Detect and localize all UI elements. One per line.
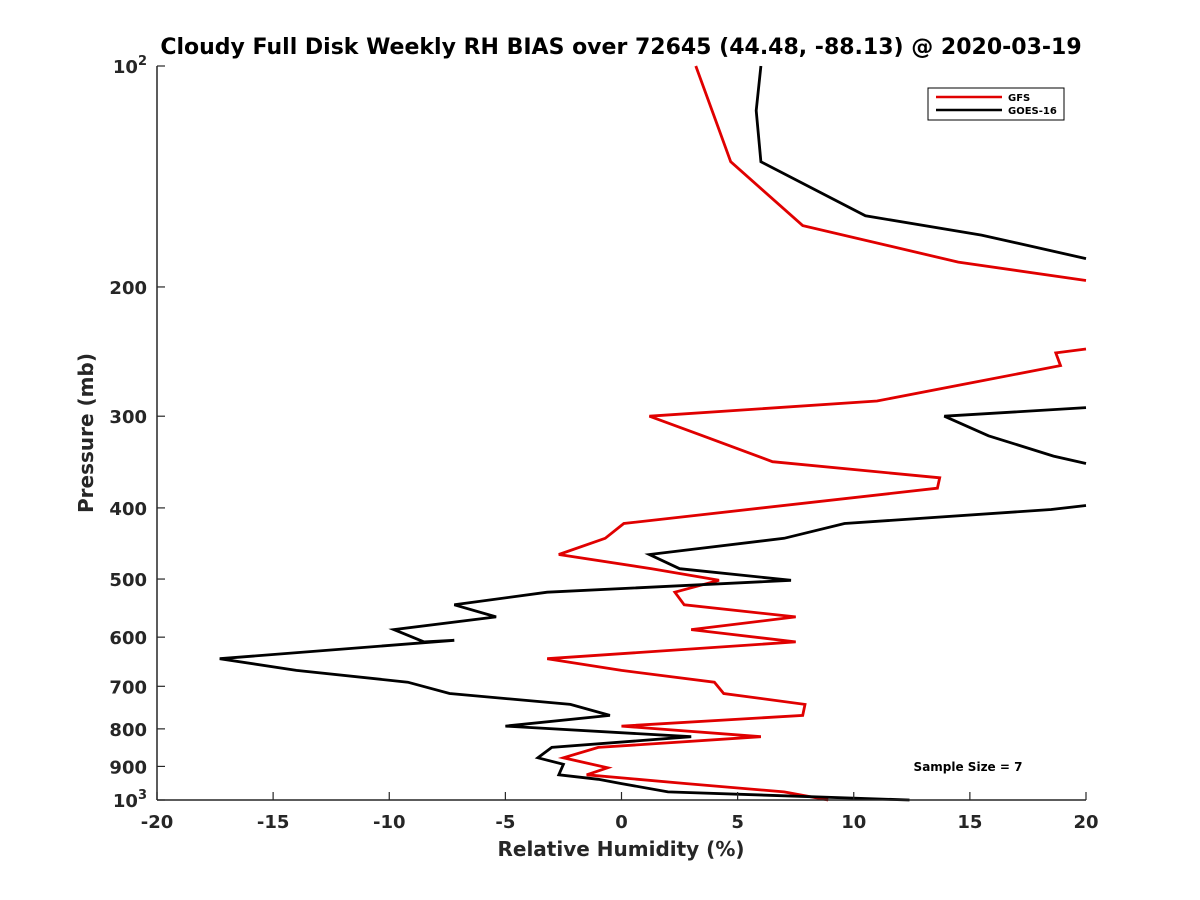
x-axis-label: Relative Humidity (%) [497,837,744,861]
legend-label-gfs: GFS [1008,93,1030,104]
y-tick-label: 102 [113,54,147,78]
y-tick-label: 500 [109,570,147,591]
y-tick-label: 200 [109,278,147,299]
x-tick-label: 5 [731,812,744,833]
y-tick-label: 800 [109,720,147,741]
y-tick-label: 400 [109,499,147,520]
legend: GFS GOES-16 [927,87,1065,121]
legend-box [927,87,1065,121]
x-tick-label: 15 [957,812,982,833]
x-tick-label: 10 [841,812,866,833]
x-tick-label: -10 [373,812,406,833]
series-line-goes16 [219,65,1087,802]
y-tick-label: 700 [109,677,147,698]
x-tick-label: 0 [615,812,628,833]
series-line-gfs [546,65,1087,802]
sample-size-annotation: Sample Size = 7 [914,760,1023,774]
ticks-layer: -20 -15 -10 -5 0 5 10 15 20 102 200 300 400 500 600 700… [109,54,1098,833]
x-tick-label: -5 [495,812,515,833]
x-tick-label: -15 [257,812,290,833]
x-tick-label: -20 [141,812,174,833]
series-layer [219,65,1087,802]
y-tick-label: 300 [109,407,147,428]
y-tick-label: 600 [109,628,147,649]
y-tick-label: 900 [109,757,147,778]
x-tick-label: 20 [1073,812,1098,833]
y-tick-label: 103 [113,788,147,812]
legend-label-goes16: GOES-16 [1008,106,1057,117]
chart-title: Cloudy Full Disk Weekly RH BIAS over 726… [160,35,1081,60]
y-axis-label: Pressure (mb) [74,353,98,513]
